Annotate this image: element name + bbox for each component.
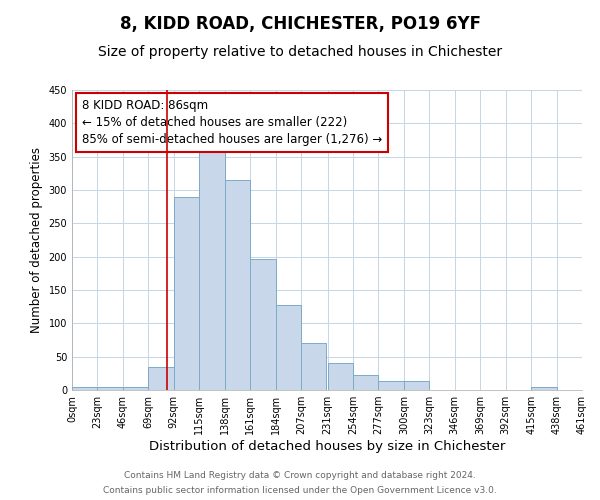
Text: 8 KIDD ROAD: 86sqm
← 15% of detached houses are smaller (222)
85% of semi-detach: 8 KIDD ROAD: 86sqm ← 15% of detached hou… [82, 99, 382, 146]
Bar [97, 386, 123, 390]
Bar [72, 386, 97, 390]
Bar [379, 382, 404, 390]
Bar [174, 196, 199, 390]
Bar [123, 386, 148, 390]
Bar [531, 386, 557, 390]
Bar [275, 304, 301, 390]
Text: 8, KIDD ROAD, CHICHESTER, PO19 6YF: 8, KIDD ROAD, CHICHESTER, PO19 6YF [119, 15, 481, 33]
Bar [301, 344, 326, 390]
Y-axis label: Number of detached properties: Number of detached properties [30, 147, 43, 333]
Text: Contains public sector information licensed under the Open Government Licence v3: Contains public sector information licen… [103, 486, 497, 495]
Bar [224, 180, 250, 390]
Text: Size of property relative to detached houses in Chichester: Size of property relative to detached ho… [98, 45, 502, 59]
Bar [148, 366, 174, 390]
Bar [328, 364, 353, 390]
Bar [404, 382, 430, 390]
Bar [250, 258, 275, 390]
Text: Contains HM Land Registry data © Crown copyright and database right 2024.: Contains HM Land Registry data © Crown c… [124, 471, 476, 480]
X-axis label: Distribution of detached houses by size in Chichester: Distribution of detached houses by size … [149, 440, 505, 453]
Bar [199, 150, 224, 390]
Bar [353, 376, 379, 390]
